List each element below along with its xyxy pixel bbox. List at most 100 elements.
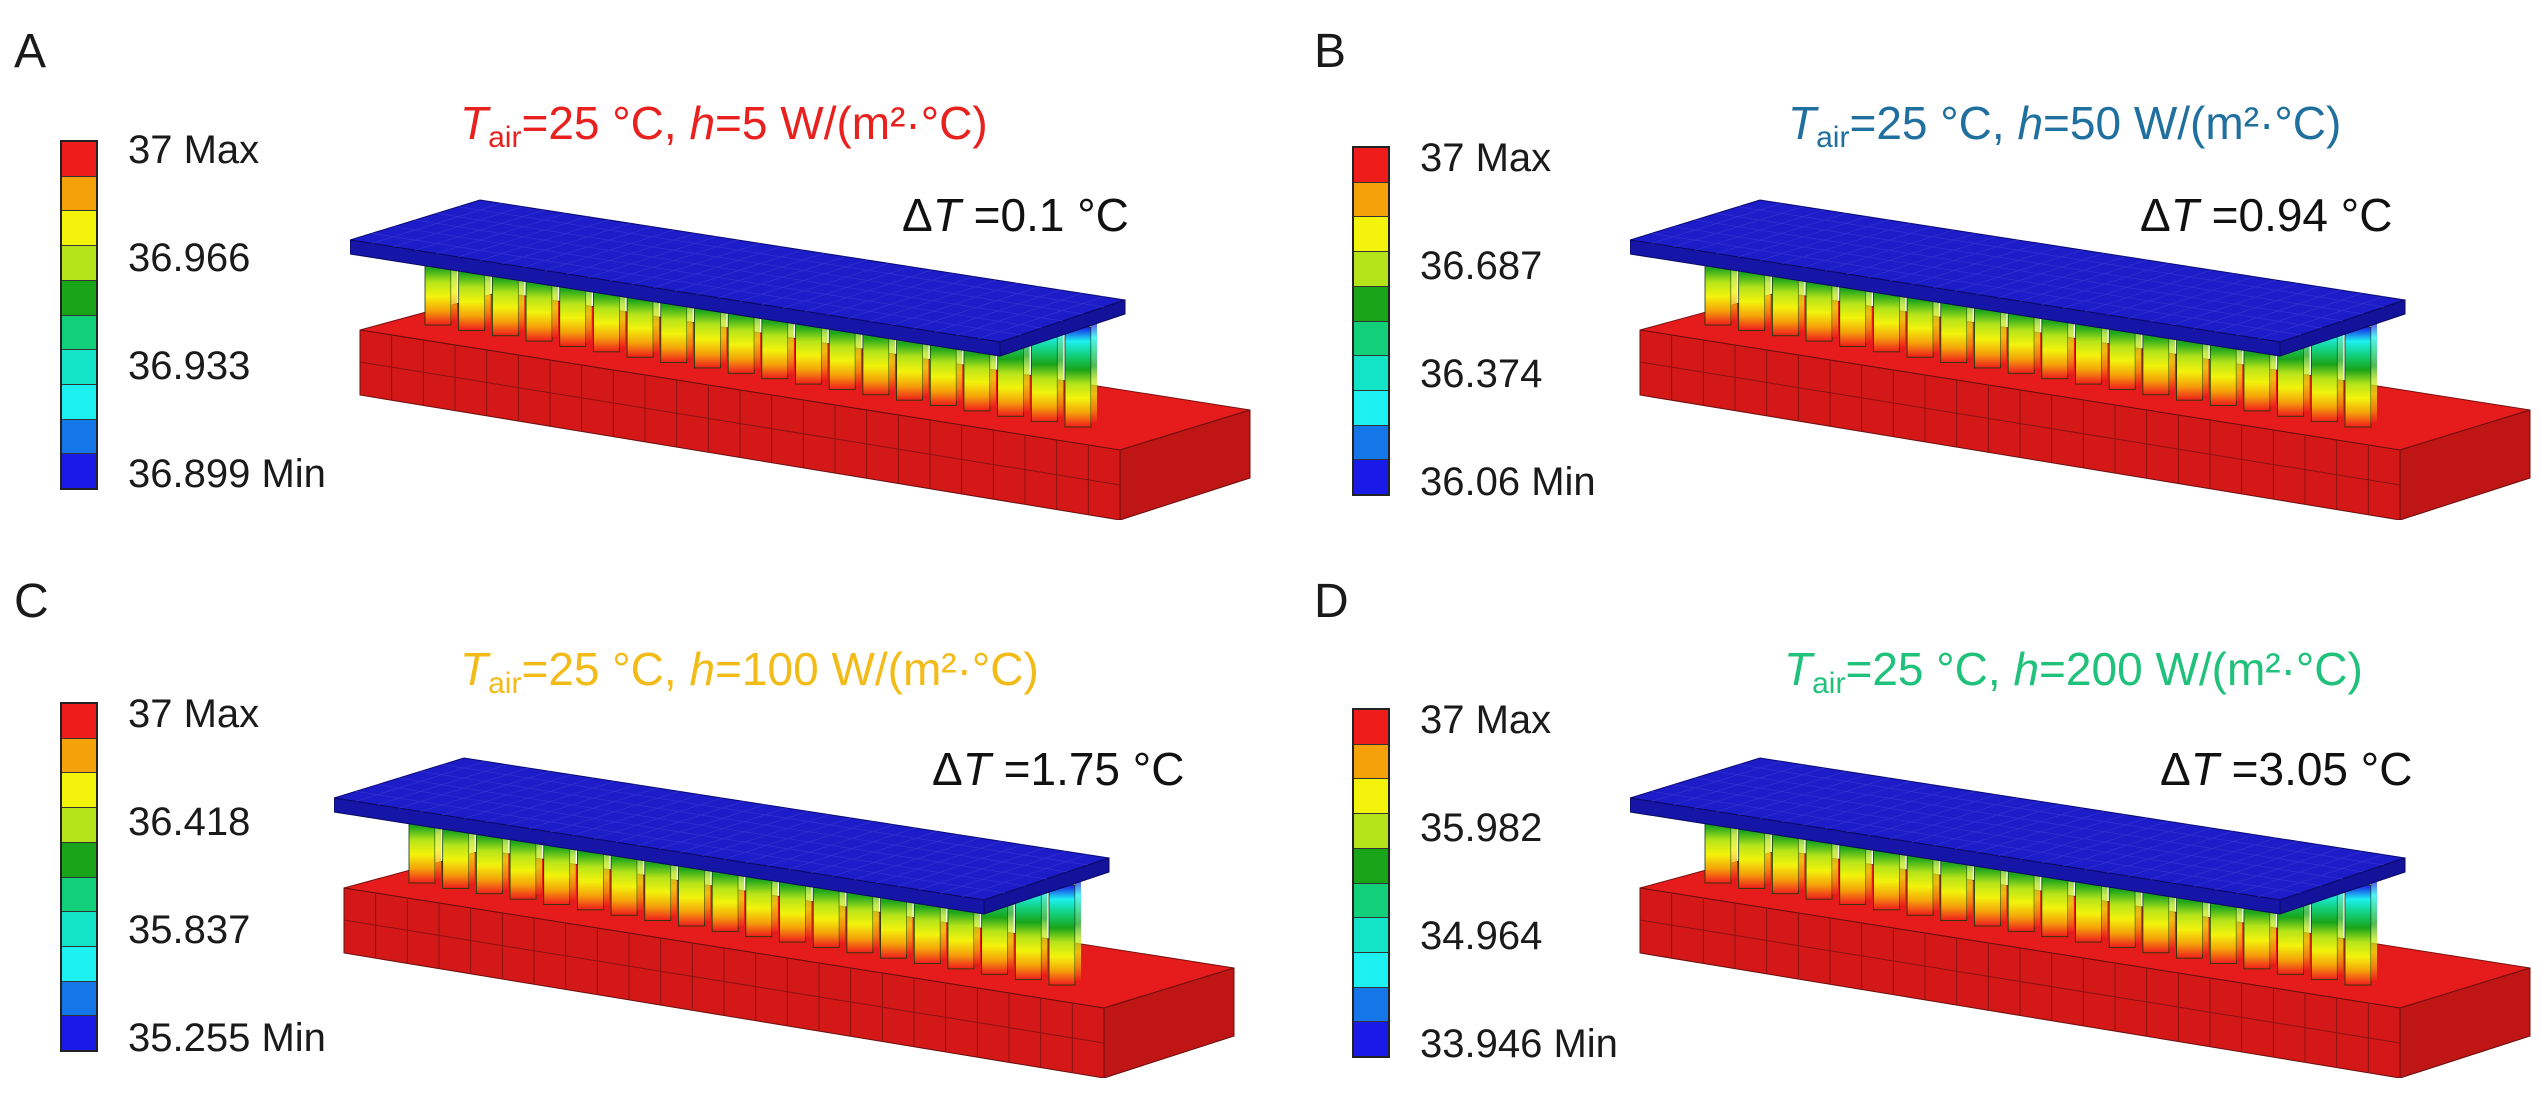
pillar-side xyxy=(1075,881,1081,981)
panel-b: B 37 Max 36.687 36.374 36.06 Min Tair=25… xyxy=(1300,0,2541,543)
cond-h-symbol: h xyxy=(2017,97,2044,149)
colorbar-swatch xyxy=(1354,321,1388,357)
pillar-side xyxy=(872,848,879,949)
pillar-side xyxy=(502,789,509,890)
colorbar-label-3: 35.837 xyxy=(128,908,251,952)
colorbar-label-2: 35.982 xyxy=(1420,806,1543,850)
plate-mesh-line xyxy=(436,212,1084,315)
colorbar-label-2: 36.966 xyxy=(128,236,251,280)
plate-mesh-line xyxy=(458,206,1105,308)
plate-mesh-line xyxy=(1651,790,2301,894)
cond-h-value: =5 W/(m²·°C) xyxy=(715,97,988,149)
pillar-side xyxy=(1091,323,1097,423)
colorbar-legend xyxy=(60,140,98,490)
colorbar-swatch xyxy=(1354,744,1388,780)
base-grid-line xyxy=(359,361,1121,486)
pillar-side xyxy=(619,247,626,348)
cond-temp: =25 °C, xyxy=(521,97,690,149)
plate-mesh-line xyxy=(377,784,1026,887)
pillar-side xyxy=(2101,280,2108,381)
delta-t-symbol: T xyxy=(932,189,961,241)
colorbar-min-label: 33.946 Min xyxy=(1420,1022,1618,1066)
top-plate-side xyxy=(983,857,1110,915)
pillar-side xyxy=(839,843,846,944)
thermal-model-3d xyxy=(350,199,1251,520)
colorbar-swatch xyxy=(62,280,96,316)
pillar-side xyxy=(468,784,475,885)
pillar-side xyxy=(1764,784,1771,885)
pillar-side xyxy=(435,779,441,879)
cond-t-symbol: T xyxy=(1788,97,1817,149)
plate-mesh-line xyxy=(355,790,1005,894)
pillar-side xyxy=(771,832,778,933)
cond-t-symbol: T xyxy=(1784,643,1813,695)
pillar-side xyxy=(518,231,525,332)
pillar-side xyxy=(2337,875,2344,976)
delta-symbol: Δ xyxy=(932,743,963,795)
pillar-side xyxy=(686,258,693,359)
colorbar-swatch xyxy=(1354,425,1388,461)
pillar-side xyxy=(2269,306,2276,407)
colorbar-swatch xyxy=(62,808,96,843)
colorbar-swatch xyxy=(1354,779,1388,815)
pillar-side xyxy=(484,226,491,327)
delta-t-label: ΔT =0.94 °C xyxy=(2140,188,2392,242)
base-right-face xyxy=(1119,409,1251,520)
pillar-side xyxy=(1057,317,1064,418)
colorbar-swatch xyxy=(1354,814,1388,849)
colorbar-swatch xyxy=(62,454,96,489)
pillar-side xyxy=(1798,789,1805,890)
pillar-side xyxy=(2303,870,2310,971)
pillar-side xyxy=(989,306,996,407)
colorbar-swatch xyxy=(1354,252,1388,287)
colorbar-swatch xyxy=(62,142,96,177)
cond-h-value: =50 W/(m²·°C) xyxy=(2043,97,2342,149)
delta-t-label: ΔT =1.75 °C xyxy=(932,742,1184,796)
colorbar-swatch xyxy=(62,842,96,878)
plate-mesh-line xyxy=(1694,777,2343,880)
base-right-face xyxy=(2399,409,2531,520)
colorbar-label-2: 36.687 xyxy=(1420,244,1543,288)
pillar-side xyxy=(451,221,457,321)
colorbar-swatch xyxy=(62,176,96,212)
cond-h-symbol: h xyxy=(689,97,716,149)
thermoelectric-pillar xyxy=(1048,884,1076,986)
pillar-side xyxy=(1023,312,1030,413)
boundary-condition-title: Tair=25 °C, h=200 W/(m²·°C) xyxy=(1784,642,2363,701)
colorbar-swatch xyxy=(62,246,96,281)
plate-mesh-line xyxy=(1716,770,2364,873)
thermal-model-3d xyxy=(1630,757,2531,1078)
pillar-side xyxy=(1798,231,1805,332)
pillar-side xyxy=(1899,805,1906,906)
base-grid-line xyxy=(1639,361,2401,486)
pillar-side xyxy=(888,290,895,391)
cond-temp: =25 °C, xyxy=(1845,643,2014,695)
colorbar-swatch xyxy=(1354,883,1388,919)
pillar-side xyxy=(720,263,727,364)
pillar-side xyxy=(653,253,660,354)
pillar-side xyxy=(2168,848,2175,949)
delta-t-label: ΔT =3.05 °C xyxy=(2160,742,2412,796)
plate-mesh-line xyxy=(1694,219,2343,322)
pillar-side xyxy=(973,864,980,965)
colorbar-max-label: 37 Max xyxy=(1420,698,1552,742)
colorbar-max-label: 37 Max xyxy=(128,128,260,172)
colorbar-swatch xyxy=(62,738,96,774)
colorbar-min-label: 36.899 Min xyxy=(128,452,326,496)
panel-d: D 37 Max 35.982 34.964 33.946 Min Tair=2… xyxy=(1300,552,2541,1095)
boundary-condition-title: Tair=25 °C, h=100 W/(m²·°C) xyxy=(460,642,1039,701)
colorbar-swatch xyxy=(1354,182,1388,218)
pillar-side xyxy=(2034,269,2041,370)
thermoelectric-pillar xyxy=(2344,884,2372,986)
pillar-side xyxy=(1764,226,1771,327)
pillar-side xyxy=(2303,312,2310,413)
colorbar-swatch xyxy=(1354,952,1388,988)
panel-letter: A xyxy=(14,25,47,78)
plate-mesh-line xyxy=(1738,764,2385,866)
colorbar-swatch xyxy=(62,704,96,739)
pillar-side xyxy=(2067,832,2074,933)
base-right-face xyxy=(1103,967,1235,1078)
colorbar-swatch xyxy=(62,1016,96,1051)
colorbar-label-3: 36.374 xyxy=(1420,352,1543,396)
colorbar-label-3: 34.964 xyxy=(1420,914,1543,958)
